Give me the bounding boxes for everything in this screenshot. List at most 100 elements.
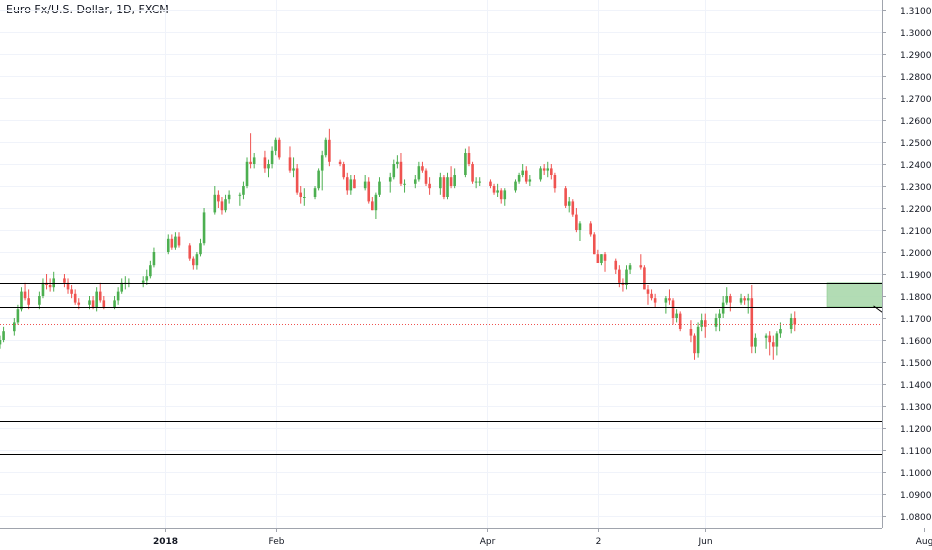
candle-body (503, 190, 507, 200)
candle-body (277, 139, 281, 158)
candle-body (263, 157, 267, 169)
candle-body (643, 267, 646, 290)
candle-body (499, 190, 503, 200)
candle-body (478, 181, 482, 183)
candle-body (746, 298, 750, 301)
candle-body (338, 161, 342, 164)
y-tick-label: 1.17000 (900, 315, 932, 325)
candle-body (768, 335, 771, 343)
candle-body (417, 166, 421, 180)
x-tick-label: Feb (269, 537, 285, 547)
candle-body (145, 276, 149, 281)
candle-body (474, 181, 478, 183)
y-tick-label: 1.13000 (900, 403, 932, 413)
horizontal-levels[interactable]: 1.186031.175091.123311.108371.16710 (0, 277, 932, 462)
candle-body (428, 183, 431, 189)
candle-body (600, 254, 603, 263)
candle-body (152, 252, 156, 266)
candle-body (675, 313, 678, 318)
candle-body (320, 155, 324, 171)
time-axis[interactable]: 2018FebApr2JunAugSepNov2019Feb (0, 528, 932, 547)
y-tick-label: 1.19000 (900, 271, 932, 281)
candle-body (102, 300, 106, 307)
candle-body (546, 168, 550, 171)
candle-body (77, 302, 81, 305)
candle-body (571, 201, 575, 215)
candle-body (378, 181, 381, 195)
candle-body (779, 329, 782, 334)
candle-body (202, 212, 206, 244)
candle-body (467, 153, 471, 164)
y-tick-label: 1.28000 (900, 73, 932, 83)
candle-body (374, 194, 378, 211)
candle-body (324, 139, 328, 156)
candle-body (693, 335, 696, 354)
candle-body (313, 188, 317, 197)
candle-body (217, 194, 220, 202)
candle-body (775, 333, 779, 347)
candle-body (553, 175, 557, 189)
candle-body (70, 289, 73, 294)
candle-body (668, 298, 671, 301)
candle-body (539, 168, 542, 180)
y-tick-label: 1.24000 (900, 161, 932, 171)
candle-body (650, 293, 653, 299)
candle-body (714, 318, 718, 327)
candle-body (220, 201, 224, 211)
candle-body (550, 168, 553, 175)
candle-body (113, 300, 116, 307)
candle-body (403, 183, 406, 185)
candle-body (396, 161, 399, 164)
candle-body (288, 157, 292, 171)
candle-body (41, 282, 45, 296)
candle-body (496, 190, 499, 193)
candle-body (646, 289, 650, 294)
candle-body (174, 236, 177, 248)
candle-body (141, 280, 145, 283)
y-tick-label: 1.27000 (900, 95, 932, 105)
y-tick-label: 1.10000 (900, 469, 932, 479)
candle-body (603, 254, 607, 261)
price-axis[interactable]: 1.31000 1.30000 1.29000 1.28000 1.27000 1.260… (882, 0, 932, 550)
candle-body (564, 188, 567, 206)
candle-body (639, 265, 643, 268)
candle-body (439, 177, 442, 189)
candle-body (23, 291, 27, 299)
y-tick-label: 1.26000 (900, 117, 932, 127)
candle-body (91, 300, 95, 307)
candle-body (492, 186, 496, 193)
candle-body (700, 320, 703, 327)
candle-body (721, 302, 725, 314)
candle-body (267, 164, 270, 169)
candle-body (392, 164, 396, 178)
candle-body (52, 278, 55, 288)
candle-body (292, 168, 295, 171)
y-tick-label: 1.08000 (900, 513, 932, 523)
candle-body (199, 243, 202, 255)
candle-body (575, 214, 578, 230)
candle-body (367, 181, 371, 202)
candle-body (628, 265, 632, 270)
y-tick-label: 1.15000 (900, 359, 932, 369)
candle-body (38, 296, 41, 305)
candle-body (514, 181, 517, 191)
candles (0, 128, 797, 360)
price-axis-bg (882, 0, 932, 550)
candle-body (66, 282, 70, 290)
candle-body (213, 194, 217, 213)
x-tick-label: 2018 (153, 537, 178, 547)
candle-body (689, 329, 693, 336)
candle-body (195, 254, 199, 266)
candle-body (353, 179, 356, 189)
candle-body (299, 192, 303, 197)
candle-body (227, 194, 231, 200)
candle-body (295, 168, 299, 193)
candle-body (449, 177, 453, 186)
candle-body (464, 153, 467, 175)
candle-body (453, 175, 456, 186)
candle-body (252, 157, 256, 164)
candle-body (224, 199, 227, 211)
y-tick-label: 1.29000 (900, 51, 932, 61)
candle-body (793, 318, 797, 325)
